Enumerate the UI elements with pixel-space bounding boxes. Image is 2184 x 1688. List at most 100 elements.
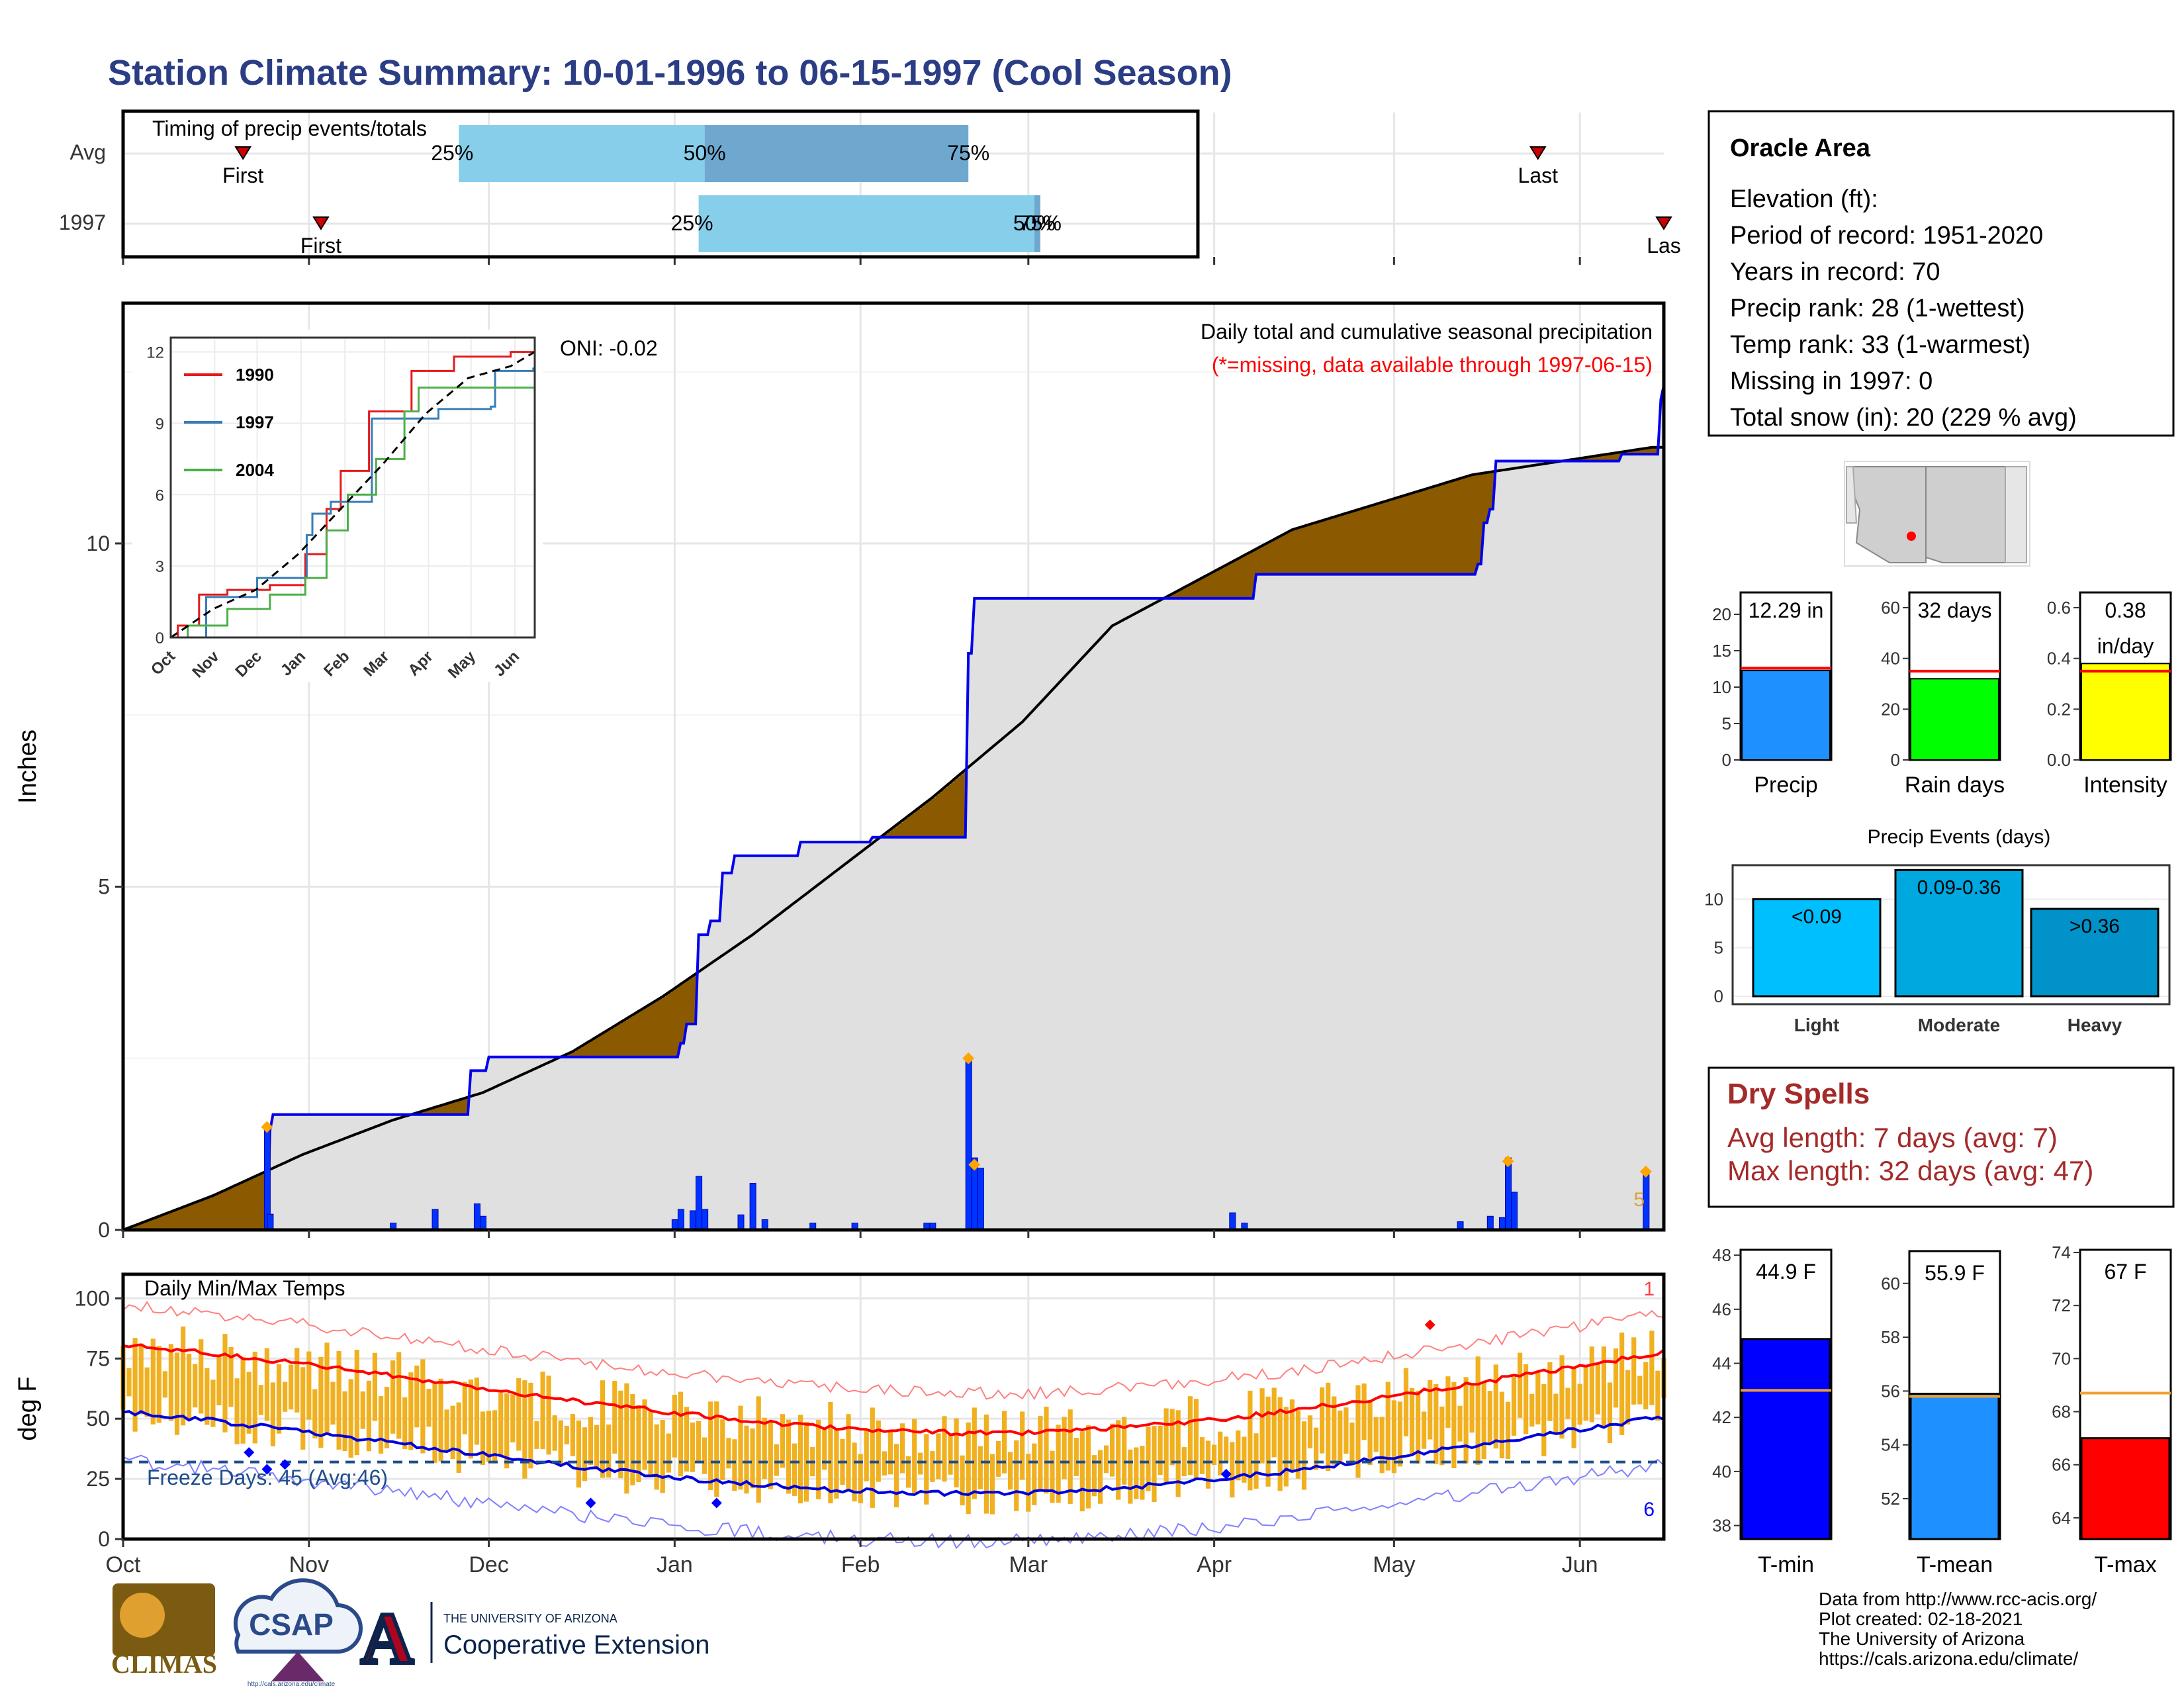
precip-deficit-fill (1295, 528, 1298, 575)
ua-logo: A THE UNIVERSITY OF ARIZONA Cooperative … (359, 1596, 709, 1681)
daily-temp-bar (630, 1394, 635, 1485)
inset-ytick-label: 0 (156, 630, 164, 647)
daily-temp-bar (510, 1394, 516, 1442)
precip-deficit-fill (449, 1102, 453, 1115)
daily-temp-bar (132, 1338, 138, 1432)
precip-marker (261, 1121, 273, 1133)
daily-temp-bar (822, 1428, 827, 1470)
precip-deficit-fill (626, 1018, 630, 1057)
precip-deficit-fill (1610, 453, 1614, 461)
daily-temp-bar (1451, 1382, 1457, 1468)
precip-deficit-fill (1238, 558, 1242, 598)
daily-temp-bar (816, 1419, 821, 1499)
daily-temp-bar (1110, 1423, 1115, 1477)
precip-deficit-fill (174, 1210, 178, 1230)
daily-precip-bar (749, 1182, 756, 1231)
daily-temp-bar (1637, 1376, 1643, 1405)
timing-label: Timing of precip events/totals (152, 117, 427, 140)
daily-temp-bar (1547, 1362, 1553, 1421)
daily-temp-bar (1295, 1410, 1300, 1479)
precip-deficit-fill (1358, 509, 1362, 575)
record-min-marker (1220, 1468, 1232, 1479)
precip-deficit-fill (432, 1108, 435, 1115)
timing-first-marker-label: First (300, 234, 341, 258)
daily-temp-bar (900, 1423, 905, 1474)
precip-deficit-fill (420, 1111, 424, 1115)
precip-deficit-fill (890, 829, 894, 837)
daily-temp-bar (1338, 1410, 1343, 1464)
precip-deficit-fill (1268, 542, 1272, 575)
precip-event-category-label: Heavy (2068, 1015, 2122, 1035)
timing-percent-label: 25% (431, 141, 473, 165)
precip-xticks (122, 1230, 1581, 1238)
daily-precip-bar (1504, 1157, 1512, 1231)
daily-temp-bar (372, 1352, 377, 1421)
daily-temp-bar (1529, 1393, 1535, 1427)
csap-logo-url: http://cals.arizona.edu/climate (248, 1681, 336, 1688)
daily-temp-bar (462, 1382, 467, 1434)
daily-precip-bar (1511, 1192, 1518, 1231)
daily-temp-bar (1416, 1390, 1421, 1464)
daily-temp-bar (594, 1425, 600, 1469)
temp-bar-ytick-label: 60 (1881, 1274, 1900, 1293)
daily-precip-bar (432, 1209, 439, 1231)
precip-deficit-fill (594, 1039, 598, 1057)
precip-deficit-fill (1343, 514, 1347, 575)
daily-temp-bar (1355, 1385, 1361, 1478)
daily-temp-bar (289, 1364, 294, 1410)
summary-bar-ytick-label: 0.6 (2047, 598, 2071, 618)
temp-bar-t-mean (1909, 1392, 2000, 1540)
precip-deficit-fill (455, 1101, 459, 1115)
daily-temp-bar (618, 1390, 623, 1479)
daily-temp-bar (696, 1421, 702, 1464)
daily-temp-bar (1038, 1416, 1043, 1490)
timing-last-marker-label: Las (1647, 234, 1681, 258)
precip-deficit-fill (588, 1042, 592, 1057)
info-box-line: Period of record: 1951-2020 (1730, 222, 2043, 250)
precip-deficit-fill (1229, 563, 1233, 598)
record-max-count: 1 (1643, 1278, 1655, 1300)
daily-temp-bar (162, 1371, 167, 1398)
daily-temp-bar (762, 1417, 767, 1479)
daily-temp-bar (714, 1401, 719, 1497)
precip-deficit-fill (1355, 510, 1359, 575)
daily-temp-bar (780, 1414, 785, 1468)
daily-temp-bar (1062, 1417, 1067, 1479)
precip-yticks: 0 5 10 (86, 532, 123, 1242)
daily-temp-bar (1199, 1437, 1205, 1474)
dry-spells-avg-line: Avg length: 7 days (avg: 7) (1727, 1122, 2058, 1153)
temp-bar-ytick-label: 56 (1881, 1381, 1900, 1401)
precip-deficit-fill (668, 992, 672, 1057)
precip-deficit-fill (1421, 490, 1425, 575)
daily-temp-bar (360, 1391, 365, 1429)
precip-deficit-fill (1223, 566, 1227, 598)
summary-bar-ytick-label: 20 (1712, 604, 1731, 624)
precip-marker (968, 1158, 981, 1171)
summary-bar-ytick-label: 20 (1881, 699, 1900, 719)
precip-deficit-fill (1313, 523, 1317, 575)
precip-deficit-fill (1480, 473, 1484, 565)
daily-temp-bar (480, 1411, 486, 1466)
daily-temp-bar (726, 1438, 731, 1469)
daily-temp-bar (708, 1401, 713, 1491)
timing-bar-25-50 (698, 195, 1034, 252)
precip-deficit-fill (465, 1098, 469, 1115)
daily-temp-bar (918, 1452, 923, 1475)
precip-deficit-fill (461, 1099, 465, 1115)
daily-temp-bar (1181, 1447, 1187, 1477)
climas-logo-text: CLIMAS (111, 1649, 217, 1679)
daily-temp-bar (1056, 1425, 1061, 1503)
dry-spells-title: Dry Spells (1727, 1078, 1870, 1110)
temp-xticks: Oct Nov Dec Jan Feb Mar Apr May Jun (106, 1539, 1598, 1577)
precip-deficit-fill (600, 1035, 604, 1057)
daily-temp-bar (438, 1378, 443, 1462)
precip-event-category-label: Light (1794, 1015, 1839, 1035)
precip-deficit-fill (899, 822, 903, 837)
daily-temp-bar (306, 1351, 312, 1420)
precip-ytick-label: 10 (86, 532, 110, 555)
precip-deficit-fill (1637, 449, 1641, 455)
precip-deficit-fill (1592, 456, 1596, 461)
